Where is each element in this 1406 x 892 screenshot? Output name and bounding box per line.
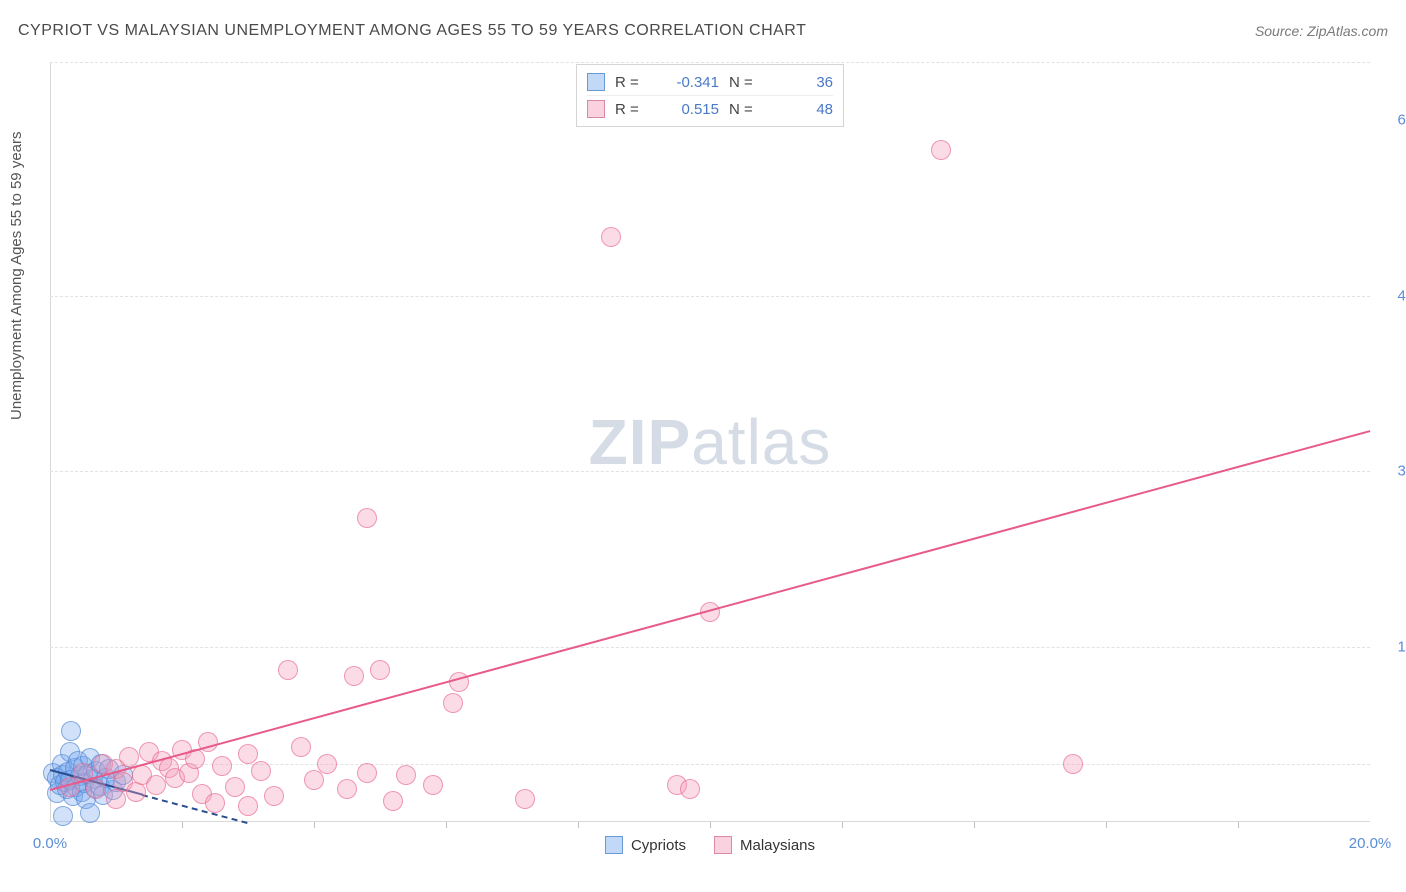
grid-line (50, 62, 1370, 63)
x-tick-mark (446, 822, 447, 828)
data-point (225, 777, 245, 797)
x-tick-mark (578, 822, 579, 828)
y-axis-label: Unemployment Among Ages 55 to 59 years (8, 131, 25, 420)
legend: Cypriots Malaysians (605, 836, 815, 854)
x-tick-mark (974, 822, 975, 828)
data-point (119, 747, 139, 767)
plot-area: ZIPatlas R =-0.341N =36R =0.515N =48 Cyp… (50, 62, 1370, 822)
data-point (337, 779, 357, 799)
legend-swatch (605, 836, 623, 854)
trendline-malaysians (50, 430, 1371, 791)
stat-r-value: -0.341 (653, 74, 719, 91)
x-tick-label: 0.0% (33, 835, 67, 852)
data-point (238, 796, 258, 816)
legend-swatch (587, 100, 605, 118)
data-point (291, 737, 311, 757)
legend-label: Malaysians (740, 837, 815, 854)
stat-n-value: 48 (767, 101, 833, 118)
data-point (515, 789, 535, 809)
legend-item: Cypriots (605, 836, 686, 854)
stats-row: R = 0.515 N = 48 (587, 95, 833, 120)
data-point (61, 721, 81, 741)
data-point (278, 660, 298, 680)
stat-n-label: N = (729, 74, 757, 91)
data-point (251, 761, 271, 781)
stats-row: R = -0.341 N = 36 (587, 71, 833, 93)
source-attribution: Source: ZipAtlas.com (1255, 23, 1388, 39)
grid-line (50, 296, 1370, 297)
stat-r-label: R = (615, 101, 643, 118)
data-point (357, 763, 377, 783)
data-point (370, 660, 390, 680)
data-point (931, 140, 951, 160)
x-tick-mark (842, 822, 843, 828)
legend-label: Cypriots (631, 837, 686, 854)
x-tick-mark (1106, 822, 1107, 828)
grid-line (50, 471, 1370, 472)
data-point (317, 754, 337, 774)
stat-r-label: R = (615, 74, 643, 91)
watermark: ZIPatlas (589, 405, 832, 479)
legend-swatch (714, 836, 732, 854)
y-axis-line (50, 62, 51, 822)
data-point (86, 779, 106, 799)
legend-swatch (587, 73, 605, 91)
data-point (146, 775, 166, 795)
y-tick-label: 60.0% (1397, 112, 1406, 129)
data-point (212, 756, 232, 776)
data-point (106, 789, 126, 809)
data-point (443, 693, 463, 713)
x-tick-mark (710, 822, 711, 828)
data-point (423, 775, 443, 795)
stat-r-value: 0.515 (653, 101, 719, 118)
data-point (680, 779, 700, 799)
x-tick-mark (182, 822, 183, 828)
data-point (601, 227, 621, 247)
data-point (396, 765, 416, 785)
x-tick-mark (1238, 822, 1239, 828)
data-point (357, 508, 377, 528)
data-point (344, 666, 364, 686)
data-point (1063, 754, 1083, 774)
grid-line (50, 647, 1370, 648)
y-tick-label: 45.0% (1397, 287, 1406, 304)
chart-title: CYPRIOT VS MALAYSIAN UNEMPLOYMENT AMONG … (18, 22, 806, 40)
data-point (383, 791, 403, 811)
data-point (80, 803, 100, 823)
legend-item: Malaysians (714, 836, 815, 854)
x-tick-mark (314, 822, 315, 828)
header: CYPRIOT VS MALAYSIAN UNEMPLOYMENT AMONG … (18, 22, 1388, 40)
data-point (264, 786, 284, 806)
data-point (205, 793, 225, 813)
y-tick-label: 15.0% (1397, 638, 1406, 655)
data-point (304, 770, 324, 790)
stat-n-label: N = (729, 101, 757, 118)
y-tick-label: 30.0% (1397, 463, 1406, 480)
data-point (53, 806, 73, 826)
stats-box: R = -0.341 N = 36 R = 0.515 N = 48 (576, 64, 844, 127)
x-tick-label: 20.0% (1349, 835, 1392, 852)
stat-n-value: 36 (767, 74, 833, 91)
